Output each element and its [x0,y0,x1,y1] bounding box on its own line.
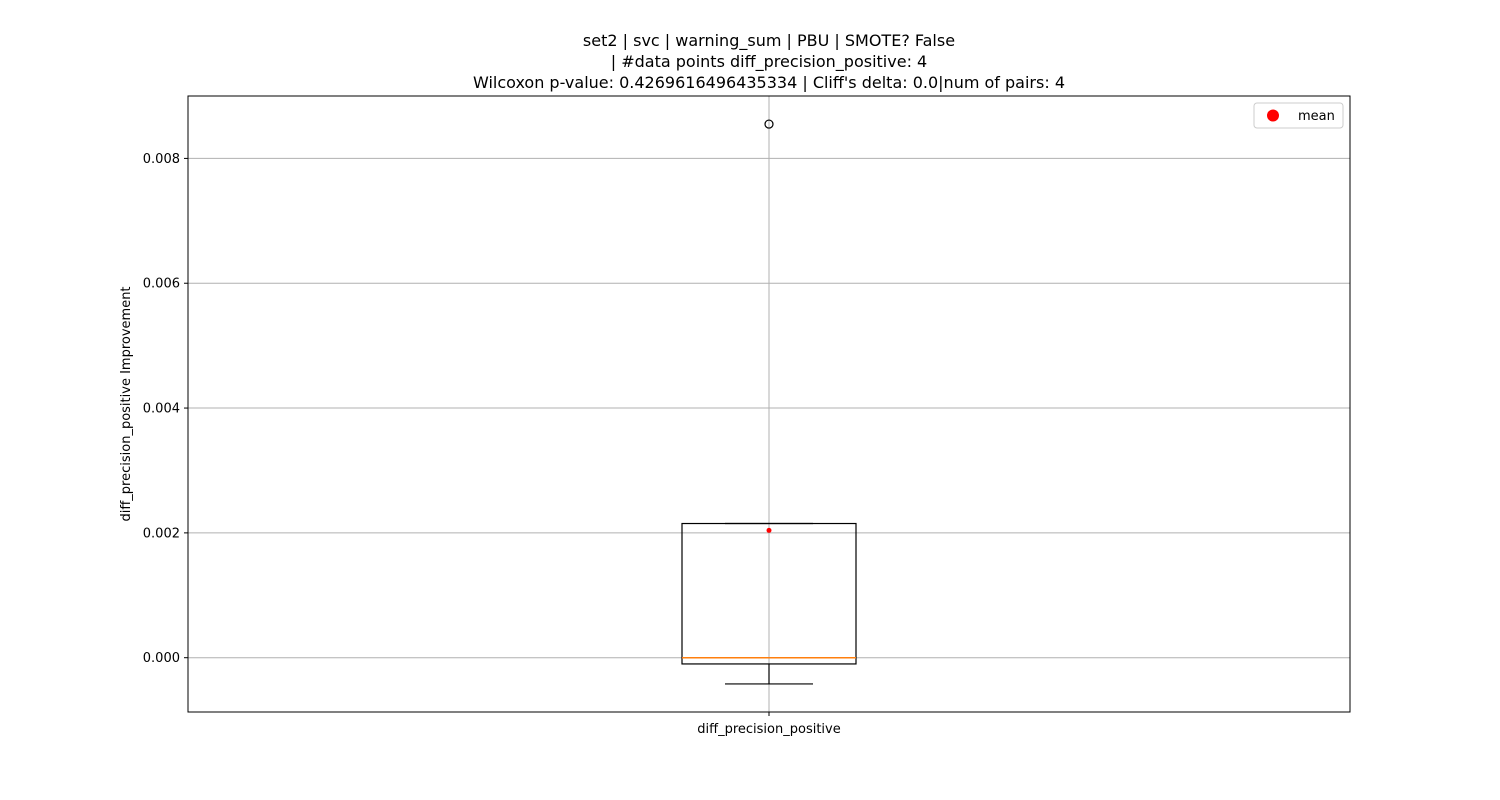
legend-mean-marker [1267,109,1279,122]
x-tick-label: diff_precision_positive [697,722,840,737]
y-tick-label: 0.004 [143,402,180,417]
data-layer [681,119,857,685]
legend-frame [1253,102,1344,129]
axis-layer: 0.000 0.002 0.004 0.006 0.008 diff_precision_… [143,152,841,737]
y-tick-label: 0.006 [143,277,180,292]
y-tick-label: 0.000 [143,651,180,666]
outlier-point [764,119,774,129]
title-line-1: set2 | svc | warning_sum | PBU | SMOTE? … [583,31,955,51]
legend-mean-label: mean [1298,109,1335,124]
grid-layer [188,96,1350,712]
title-line-3: Wilcoxon p-value: 0.4269616496435334 | C… [473,73,1065,92]
chart-title: set2 | svc | warning_sum | PBU | SMOTE? … [473,31,1065,92]
box-iqr [681,522,857,665]
title-line-2: | #data points diff_precision_positive: … [611,52,927,72]
y-tick-label: 0.002 [143,526,180,541]
y-tick-label: 0.008 [143,152,180,167]
y-axis-label: diff_precision_positive Improvement [119,286,134,521]
mean-point [766,527,772,533]
legend: mean [1253,102,1344,129]
